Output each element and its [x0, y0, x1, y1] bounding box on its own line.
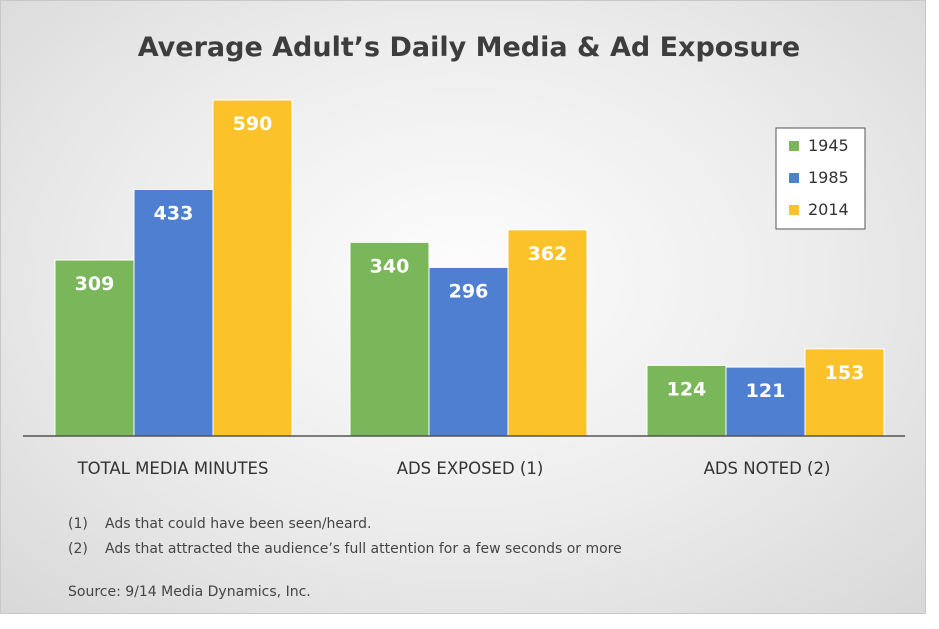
legend-label-1985: 1985 [808, 168, 849, 187]
bar-1945-cat-2 [646, 364, 727, 437]
category-label: ADS EXPOSED (1) [397, 459, 544, 478]
legend-label-1945: 1945 [808, 136, 849, 155]
footnote-2-text: Ads that attracted the audience’s full a… [105, 541, 622, 557]
bar-1945-cat-1 [349, 241, 430, 437]
legend-label-2014: 2014 [808, 200, 849, 219]
bar-1985-cat-2 [725, 366, 806, 437]
legend-swatch-1985 [789, 173, 799, 183]
footnote-1-marker: (1) [68, 516, 88, 532]
category-label: TOTAL MEDIA MINUTES [77, 459, 269, 478]
bar-value-label: 296 [449, 280, 489, 302]
footnotes: (1) Ads that could have been seen/heard.… [68, 516, 622, 557]
source-note: Source: 9/14 Media Dynamics, Inc. [68, 584, 311, 600]
bar-value-label: 121 [746, 380, 786, 402]
bottom-strip [0, 614, 939, 629]
bar-1945-cat-0 [54, 259, 135, 437]
bar-2014-cat-0 [212, 99, 293, 437]
bar-labels-layer: 309 433 590 340 296 362 124 121 153 [75, 113, 865, 402]
bar-value-label: 340 [370, 255, 410, 277]
bar-value-label: 433 [154, 202, 194, 224]
bars-layer [54, 99, 885, 437]
bar-2014-cat-1 [507, 229, 588, 437]
category-label: ADS NOTED (2) [704, 459, 831, 478]
legend-swatch-2014 [789, 205, 799, 215]
bar-value-label: 309 [75, 273, 115, 295]
bar-value-label: 153 [825, 362, 865, 384]
bar-1985-cat-0 [133, 188, 214, 437]
footnote-1-text: Ads that could have been seen/heard. [105, 516, 371, 532]
legend: 1945 1985 2014 [775, 127, 866, 230]
bar-value-label: 124 [667, 378, 707, 400]
bar-value-label: 362 [528, 243, 568, 265]
category-labels-layer: TOTAL MEDIA MINUTES ADS EXPOSED (1) ADS NO… [77, 459, 831, 478]
legend-swatch-1945 [789, 141, 799, 151]
footnote-2-marker: (2) [68, 541, 88, 557]
bar-1985-cat-1 [428, 266, 509, 437]
chart-title: Average Adult’s Daily Media & Ad Exposur… [138, 32, 801, 63]
bar-value-label: 590 [233, 113, 273, 135]
chart-canvas: Average Adult’s Daily Media & Ad Exposur… [23, 32, 905, 600]
chart-frame: Average Adult’s Daily Media & Ad Exposur… [0, 0, 926, 614]
